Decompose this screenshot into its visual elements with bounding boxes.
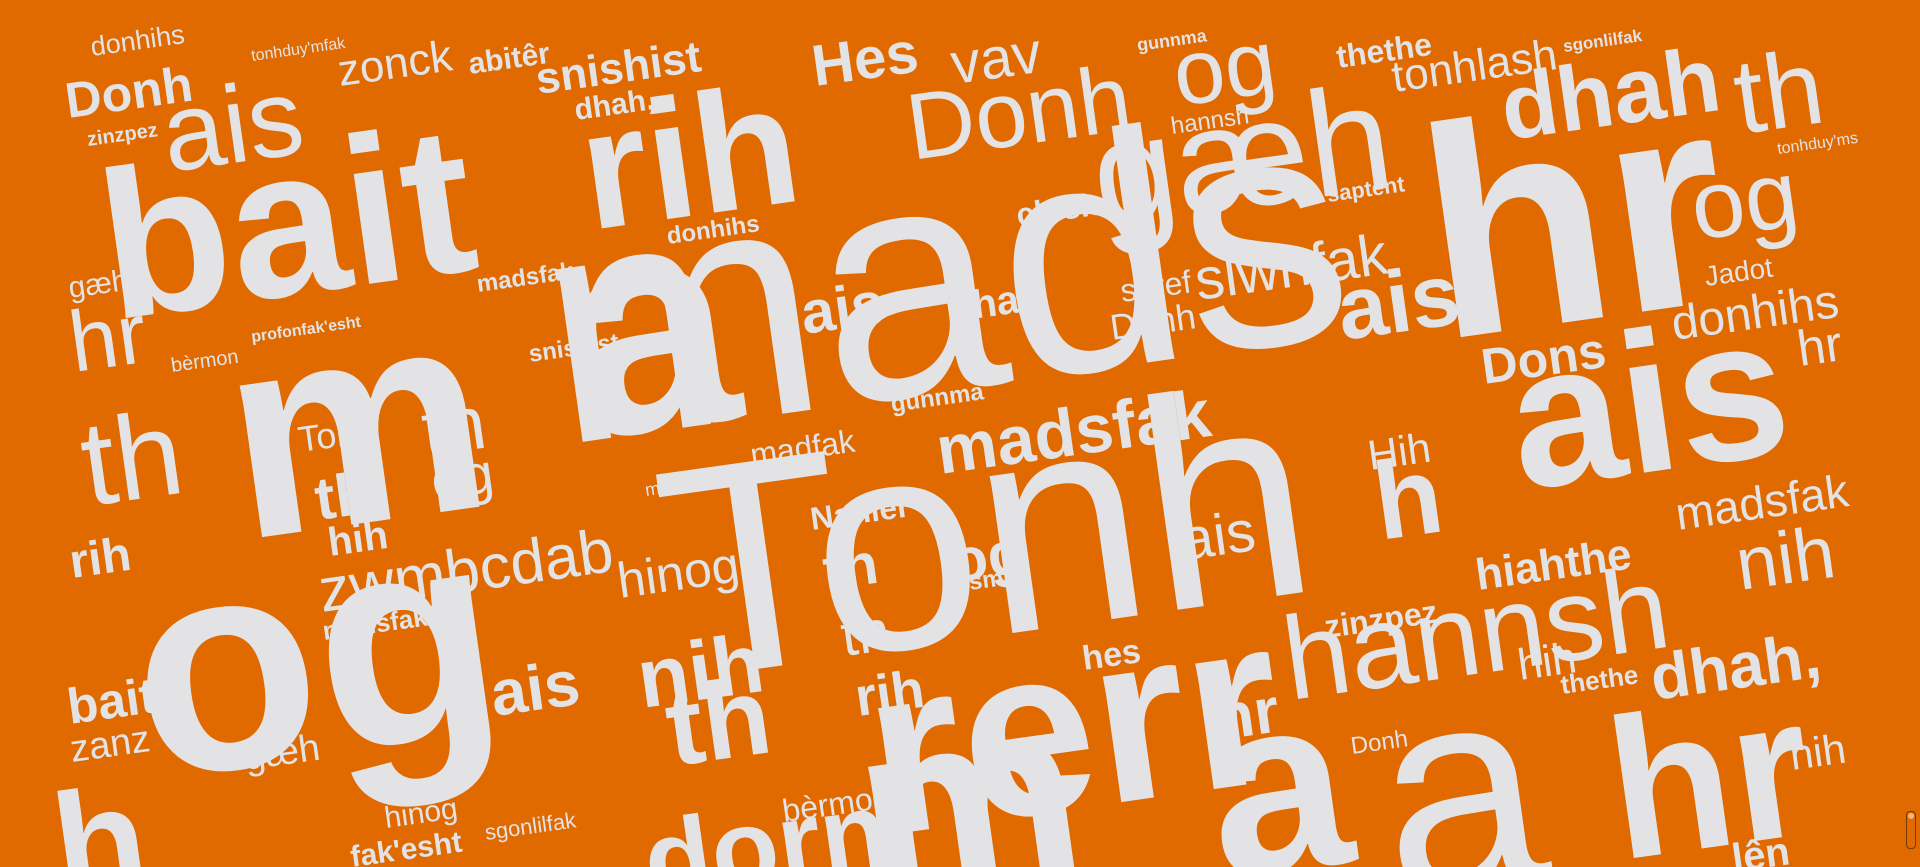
word: nih — [1731, 510, 1840, 606]
word: hes — [1080, 632, 1143, 678]
word: donhihs — [89, 19, 187, 62]
word: rih — [851, 659, 928, 728]
word: gæh — [1081, 52, 1402, 260]
word: m — [839, 645, 1098, 867]
word: th — [73, 385, 191, 532]
word: og — [1684, 140, 1805, 261]
word: ais — [796, 269, 888, 347]
word: h — [43, 753, 157, 867]
word: Hes — [808, 20, 922, 99]
word: hih — [325, 513, 391, 565]
word: th — [658, 654, 778, 790]
word: og — [1167, 11, 1283, 126]
word: ais — [486, 646, 584, 730]
word: og — [946, 518, 1028, 595]
word: sgonlilfak — [483, 807, 578, 845]
word: hr — [1210, 674, 1283, 754]
word: bait — [86, 80, 488, 365]
word: th — [310, 459, 375, 533]
word: ais — [1331, 244, 1466, 359]
word: Hih — [1365, 424, 1434, 479]
word: hr — [1794, 315, 1846, 377]
word: th — [1727, 28, 1831, 157]
word: bait — [64, 667, 160, 735]
word: rerr — [850, 564, 1297, 867]
word: lên — [1729, 829, 1792, 867]
word: vav — [947, 20, 1045, 97]
word: rih — [66, 528, 134, 589]
word: th — [837, 598, 894, 669]
word: ais — [1495, 273, 1801, 533]
word: m — [206, 245, 506, 602]
word: h — [1366, 433, 1450, 564]
scroll-indicator[interactable] — [1906, 811, 1916, 849]
word: og — [427, 441, 497, 512]
word: gæh — [241, 727, 322, 779]
word: ais — [154, 54, 310, 195]
word: rih — [569, 48, 811, 266]
word: nih — [1787, 725, 1849, 779]
word: hr — [1402, 29, 1746, 403]
word: hr — [63, 285, 152, 391]
word: th — [417, 380, 492, 473]
word: hih — [1515, 633, 1580, 690]
word: ais — [1177, 498, 1259, 573]
word: th — [819, 531, 882, 603]
word: nih — [631, 615, 769, 726]
word: hr — [1595, 654, 1824, 867]
word: og — [110, 460, 520, 845]
